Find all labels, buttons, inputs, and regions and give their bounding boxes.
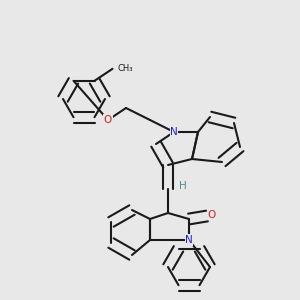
Text: N: N bbox=[185, 235, 193, 245]
Text: CH₃: CH₃ bbox=[117, 64, 133, 73]
Text: O: O bbox=[207, 209, 216, 220]
Text: O: O bbox=[104, 115, 112, 125]
Text: N: N bbox=[170, 127, 178, 137]
Text: H: H bbox=[179, 181, 187, 191]
